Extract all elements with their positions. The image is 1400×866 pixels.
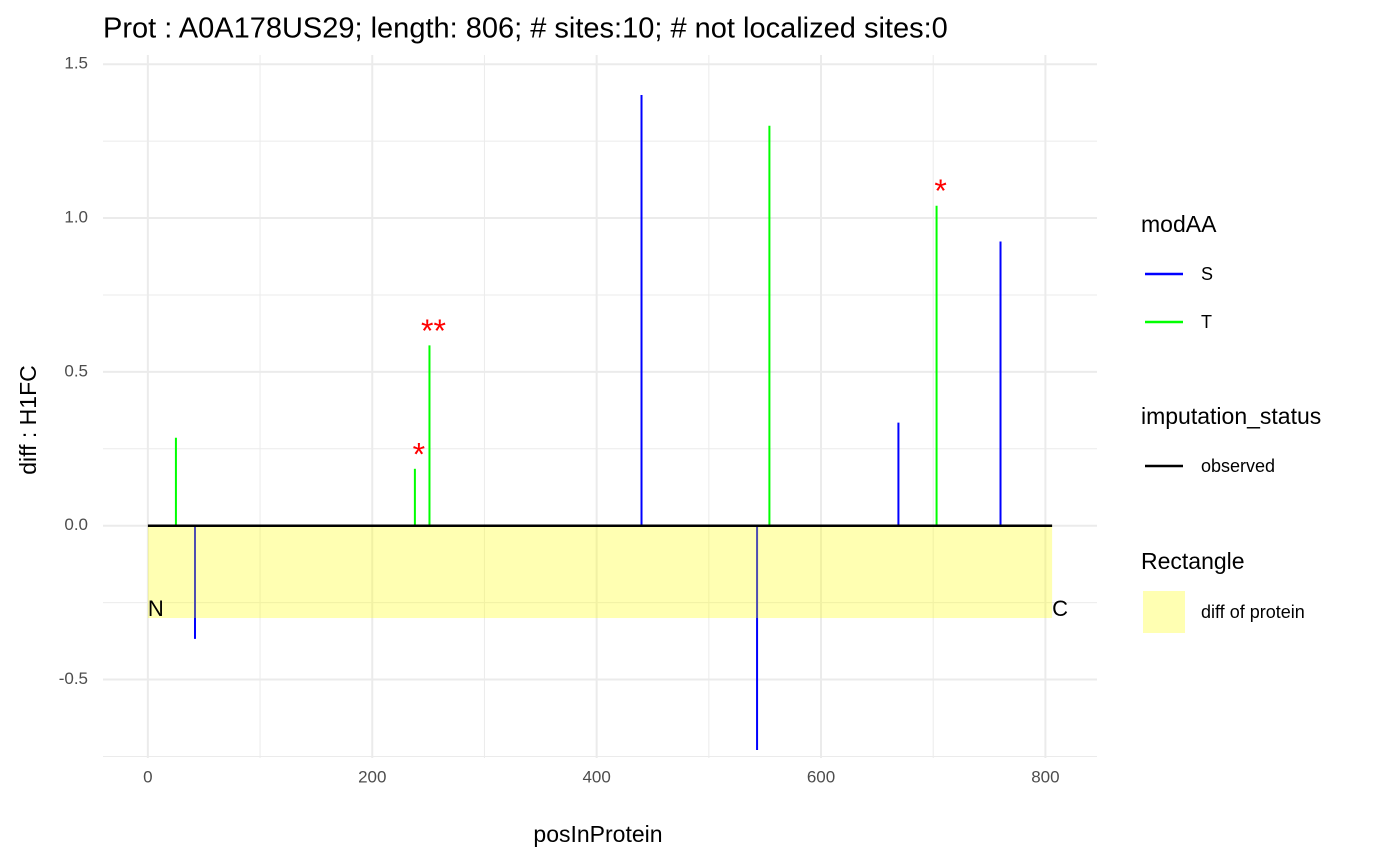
- n-terminus-label: N: [148, 596, 164, 621]
- legend-label: S: [1201, 264, 1213, 284]
- protein-rect: [147, 525, 1053, 619]
- grid: 0 200 400 600 800 -0.5 0.0 0.5 1.0 1.5: [59, 54, 1097, 786]
- y-axis-title: diff : H1FC: [15, 365, 41, 475]
- significance-label: *: [413, 436, 425, 472]
- marks: ****N C: [147, 94, 1068, 751]
- chart-title: Prot : A0A178US29; length: 806; # sites:…: [103, 13, 948, 45]
- y-tick-label: 1.0: [64, 208, 88, 227]
- significance-label: **: [421, 313, 446, 349]
- legend-title: Rectangle: [1141, 548, 1245, 574]
- significance-label: *: [934, 173, 946, 209]
- x-tick-label: 800: [1031, 767, 1059, 786]
- y-tick-label: 1.5: [64, 54, 88, 73]
- y-tick-label: 0.0: [64, 515, 88, 534]
- legend: modAA imputation_status observed Rectang…: [1141, 211, 1321, 633]
- x-tick-label: 0: [143, 767, 152, 786]
- x-tick-label: 400: [582, 767, 610, 786]
- legend-label: T: [1201, 312, 1212, 332]
- y-tick-label: -0.5: [59, 669, 88, 688]
- legend-key: [1143, 591, 1185, 633]
- legend-title: imputation_status: [1141, 403, 1321, 429]
- legend-label: diff of protein: [1201, 602, 1305, 622]
- x-axis-title: posInProtein: [533, 821, 662, 847]
- x-tick-label: 600: [807, 767, 835, 786]
- legend-title: modAA: [1141, 211, 1217, 237]
- c-terminus-label: C: [1052, 596, 1068, 621]
- x-tick-label: 200: [358, 767, 386, 786]
- legend-label: observed: [1201, 456, 1275, 476]
- y-tick-label: 0.5: [64, 361, 88, 380]
